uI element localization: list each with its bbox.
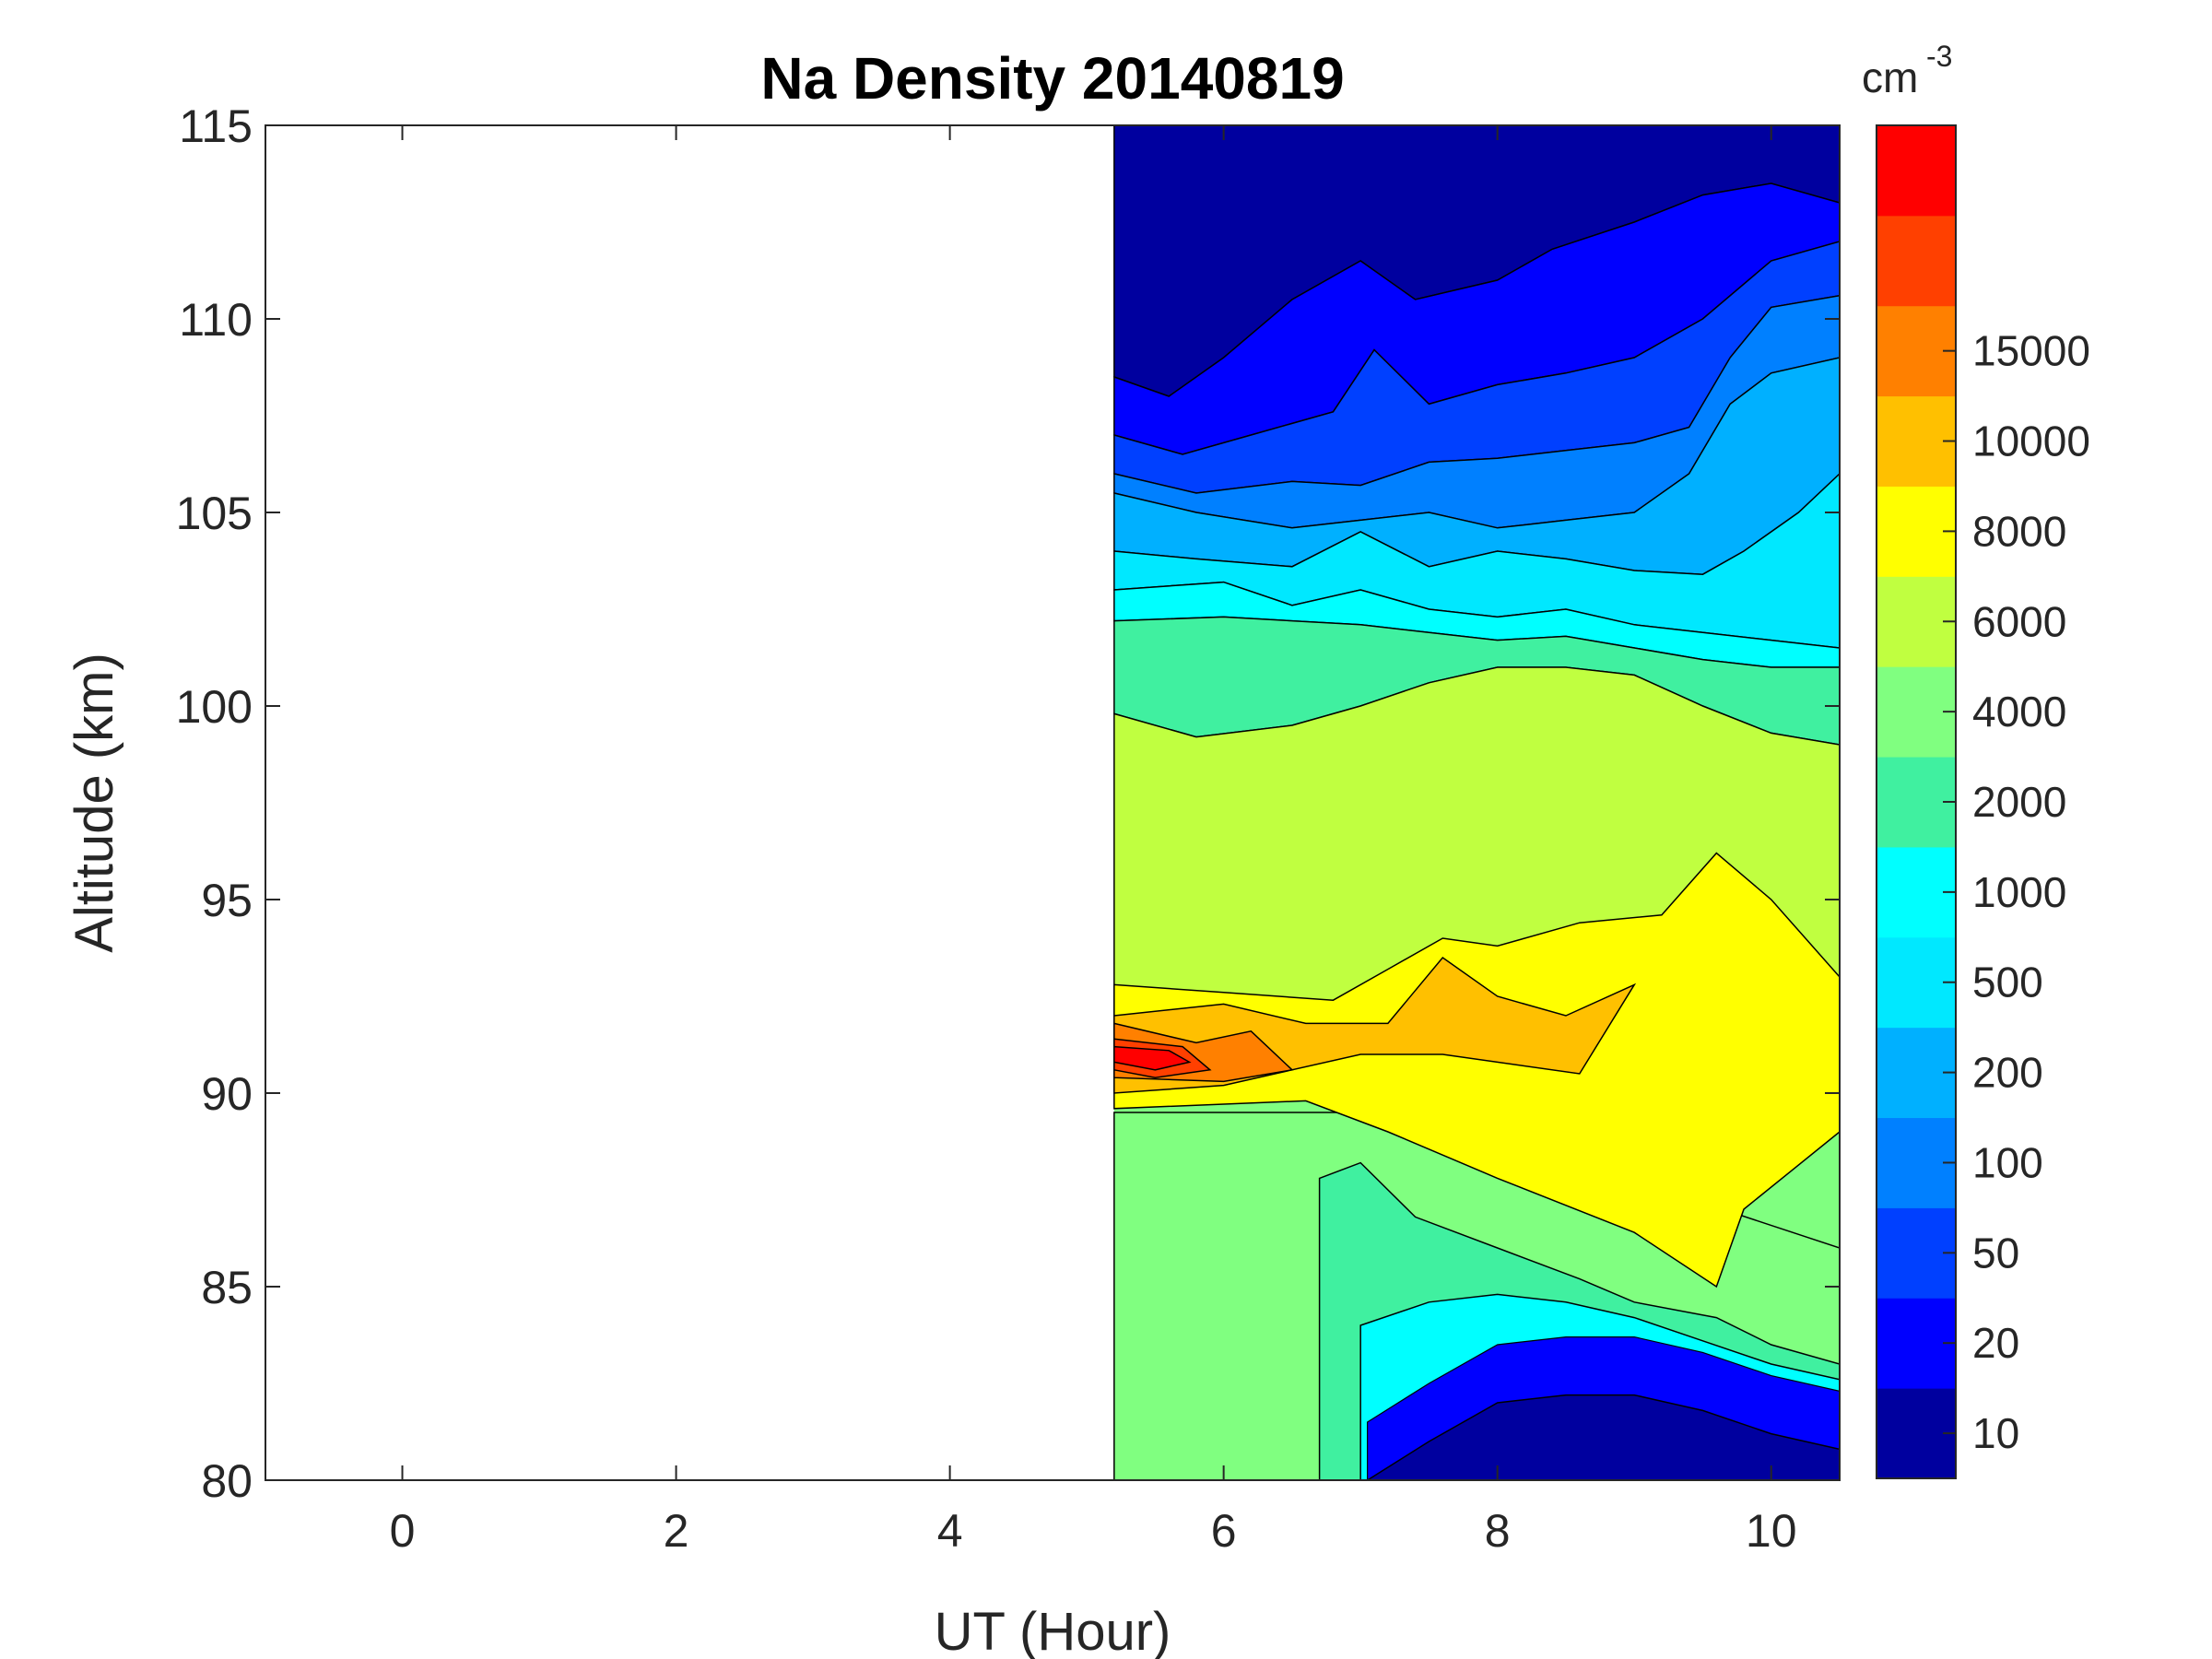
colorbar-level-label: 1000 [1972, 868, 2066, 916]
y-tick-label: 95 [201, 875, 253, 926]
contour-layers [1113, 125, 1840, 1480]
colorbar-unit: cm [1862, 53, 1918, 101]
colorbar-level-label: 15000 [1972, 327, 2090, 375]
colorbar-swatch [1877, 305, 1956, 397]
colorbar-unit-exponent: -3 [1926, 40, 1952, 73]
colorbar-swatch [1877, 395, 1956, 487]
x-tick-label: 4 [937, 1505, 963, 1557]
colorbar: 10 20 50 100 200 500 1000 2000 4000 6000 8000 10000… [1876, 124, 2090, 1479]
colorbar-swatch [1877, 1117, 1956, 1208]
colorbar-swatch [1877, 576, 1956, 667]
y-tick-label: 110 [179, 294, 253, 346]
colorbar-level-label: 200 [1972, 1049, 2043, 1097]
colorbar-swatch [1877, 846, 1956, 938]
contour-band-lower-darkest [1366, 1394, 1840, 1480]
colorbar-swatch [1877, 486, 1956, 577]
colorbar-swatch [1877, 1388, 1956, 1479]
x-tick-label: 2 [664, 1505, 689, 1557]
y-axis-label: Altitude (km) [65, 653, 124, 953]
colorbar-level-label: 500 [1972, 959, 2043, 1006]
colorbar-level-label: 2000 [1972, 778, 2066, 826]
y-tick-label: 105 [176, 488, 253, 539]
colorbar-swatch [1877, 666, 1956, 758]
y-tick-label: 115 [179, 100, 253, 152]
y-tick-label: 85 [201, 1262, 253, 1313]
colorbar-swatch [1877, 936, 1956, 1029]
x-tick-label: 8 [1485, 1505, 1511, 1557]
colorbar-level-label: 10 [1972, 1409, 2019, 1457]
axis-ticks: 0 2 4 6 8 10 80 85 90 95 100 105 110 115 [176, 100, 1840, 1557]
x-tick-label: 10 [1746, 1505, 1797, 1557]
colorbar-level-label: 20 [1972, 1319, 2019, 1367]
colorbar-level-label: 10000 [1972, 418, 2090, 465]
colorbar-level-label: 6000 [1972, 597, 2066, 645]
contour-band-4000-6000 [1113, 852, 1840, 1288]
colorbar-level-label: 4000 [1972, 688, 2066, 735]
x-tick-label: 6 [1211, 1505, 1237, 1557]
plot-frame [265, 124, 1841, 1481]
y-tick-label: 80 [201, 1455, 253, 1507]
colorbar-swatch [1877, 215, 1956, 307]
colorbar-level-label: 8000 [1972, 507, 2066, 555]
colorbar-swatch [1877, 1298, 1956, 1389]
colorbar-level-label: 100 [1972, 1138, 2043, 1186]
colorbar-level-label: 50 [1972, 1229, 2019, 1277]
x-axis-label: UT (Hour) [935, 1602, 1171, 1659]
y-tick-label: 90 [201, 1068, 253, 1120]
colorbar-swatch [1877, 1207, 1956, 1299]
colorbar-swatch [1877, 757, 1956, 848]
colorbar-swatch [1877, 125, 1956, 217]
contour-band-15000+ [1113, 1045, 1192, 1071]
colorbar-swatch [1877, 1027, 1956, 1119]
y-tick-label: 100 [176, 681, 253, 733]
x-tick-label: 0 [390, 1505, 416, 1557]
chart-title: Na Density 20140819 [760, 45, 1344, 112]
